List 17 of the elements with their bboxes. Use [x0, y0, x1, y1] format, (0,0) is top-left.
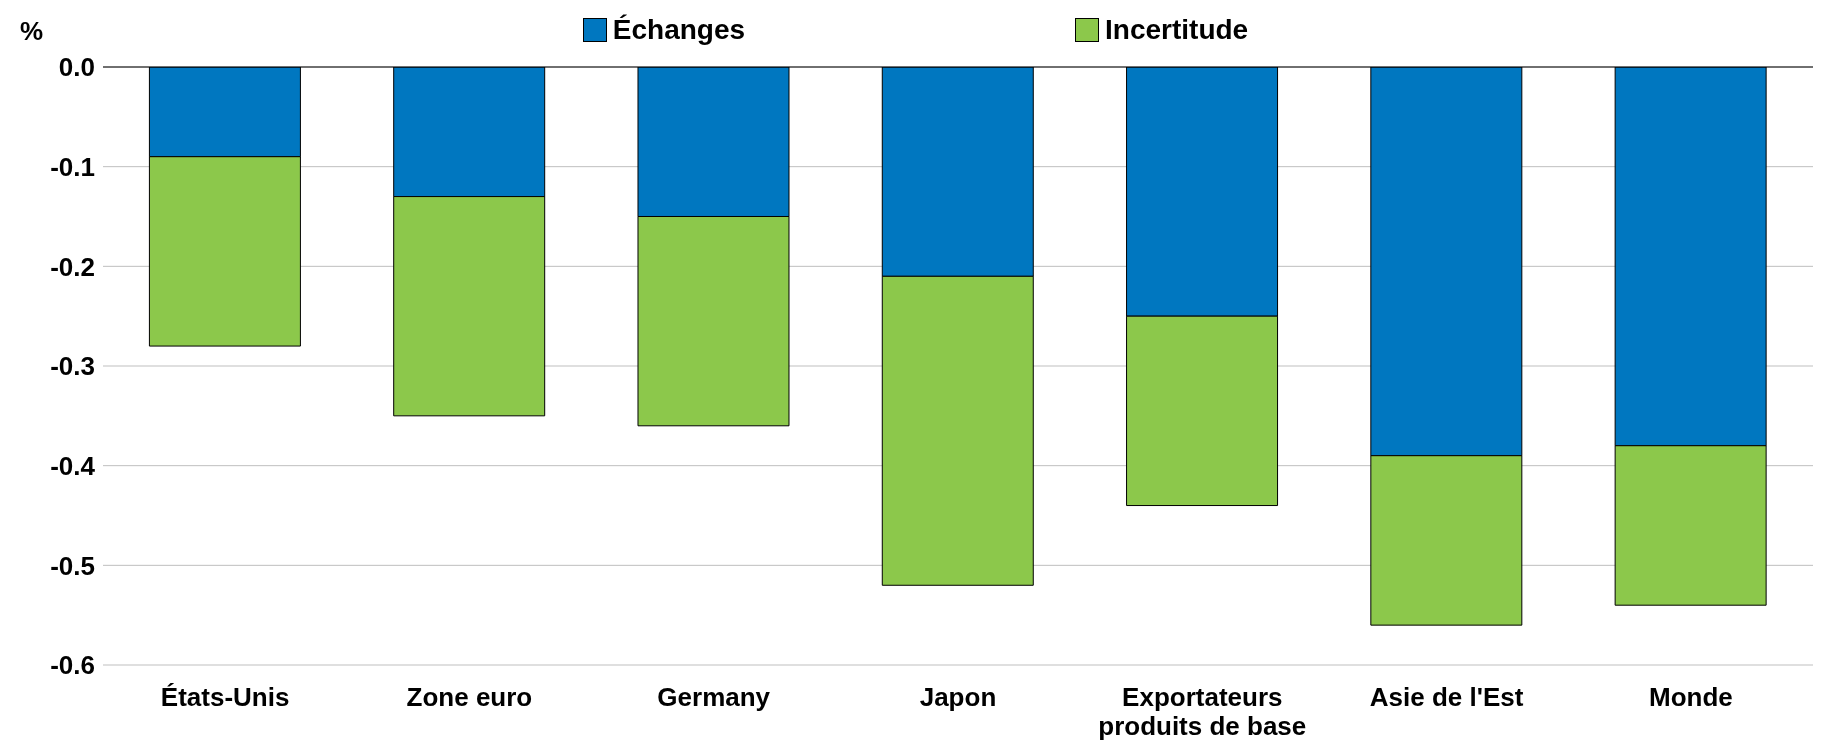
- legend-label: Échanges: [612, 14, 746, 46]
- x-tick-label: Germany: [657, 682, 771, 713]
- x-tick-label: Zone euro: [406, 682, 533, 713]
- y-tick-label: -0.1: [50, 151, 95, 182]
- x-tick-label: Japon: [919, 682, 997, 713]
- x-tick-label: Asie de l'Est: [1369, 682, 1524, 713]
- x-tick-label: Exportateurs produits de base: [1098, 682, 1307, 741]
- y-tick-label: -0.6: [50, 650, 95, 681]
- y-tick-label: 0.0: [58, 52, 95, 83]
- x-tick-label: Monde: [1648, 682, 1733, 713]
- y-tick-label: -0.2: [50, 251, 95, 282]
- legend-label: Incertitude: [1105, 14, 1249, 46]
- y-tick-label: -0.4: [50, 450, 96, 481]
- x-tick-label: États-Unis: [160, 682, 290, 713]
- y-tick-label: -0.5: [50, 550, 95, 581]
- y-tick-label: -0.3: [50, 351, 95, 382]
- y-axis-title: %: [20, 16, 44, 47]
